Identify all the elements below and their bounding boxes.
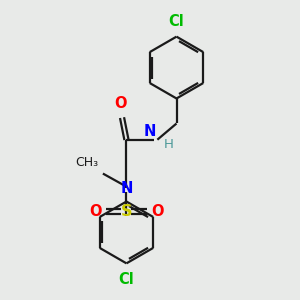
Text: O: O — [114, 96, 127, 111]
Text: N: N — [143, 124, 156, 139]
Text: O: O — [151, 204, 163, 219]
Text: O: O — [90, 204, 102, 219]
Text: CH₃: CH₃ — [75, 155, 98, 169]
Text: N: N — [120, 181, 133, 196]
Text: H: H — [164, 139, 174, 152]
Text: Cl: Cl — [169, 14, 184, 29]
Text: S: S — [121, 204, 132, 219]
Text: Cl: Cl — [118, 272, 134, 286]
